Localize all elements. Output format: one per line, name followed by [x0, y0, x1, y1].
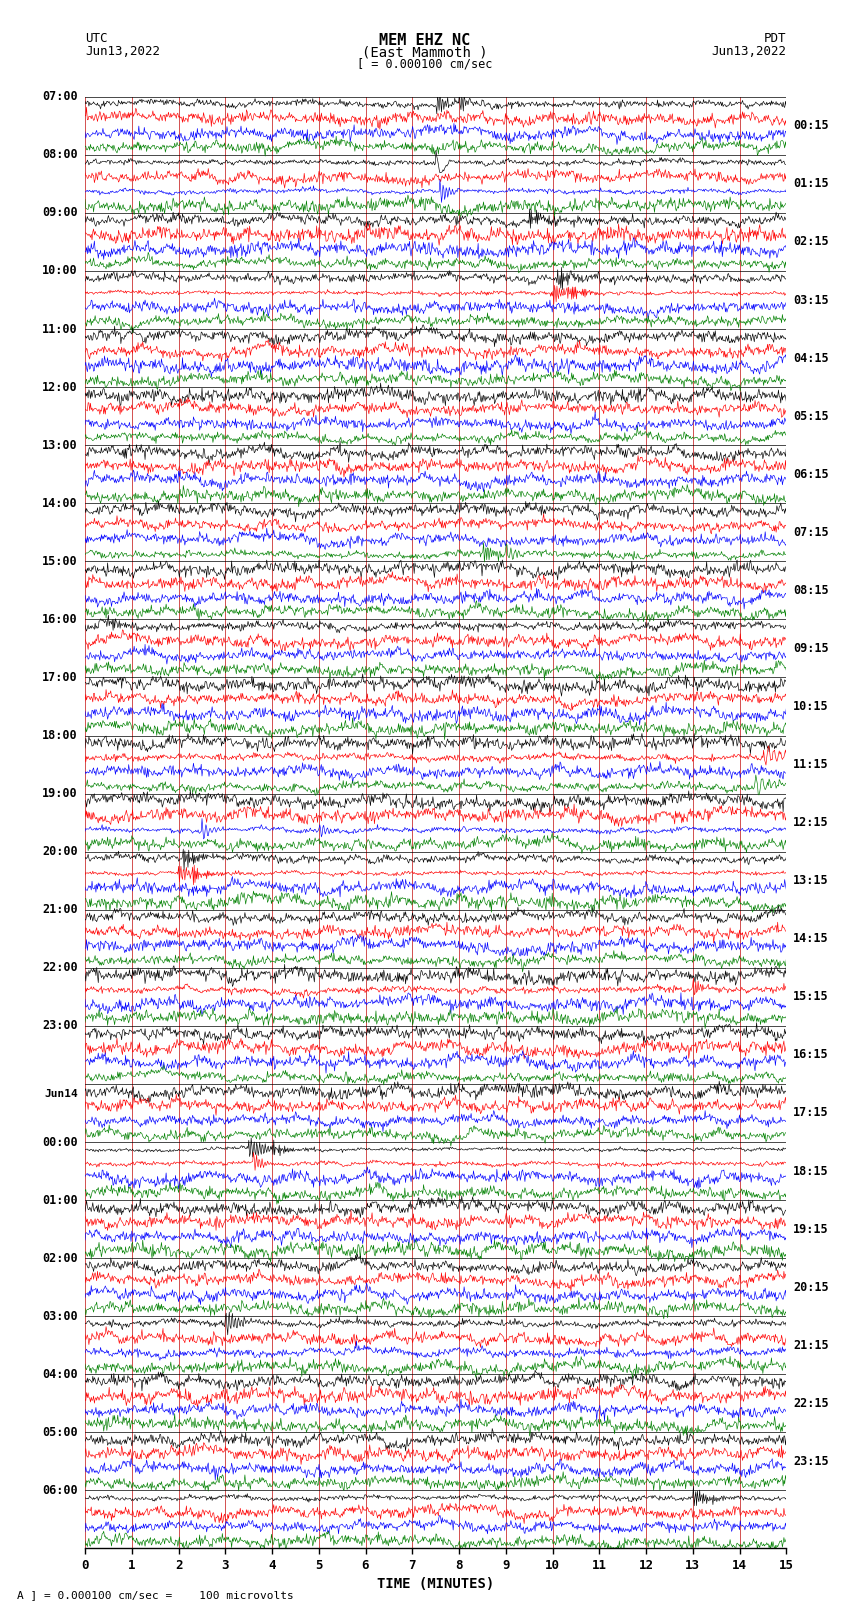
- Text: 12:15: 12:15: [793, 816, 829, 829]
- Text: Jun14: Jun14: [44, 1089, 78, 1098]
- Text: Jun13,2022: Jun13,2022: [711, 45, 786, 58]
- Text: 18:15: 18:15: [793, 1165, 829, 1177]
- Text: 11:15: 11:15: [793, 758, 829, 771]
- Text: 05:00: 05:00: [42, 1426, 78, 1439]
- Text: 18:00: 18:00: [42, 729, 78, 742]
- Text: 10:15: 10:15: [793, 700, 829, 713]
- Text: 15:00: 15:00: [42, 555, 78, 568]
- Text: 13:00: 13:00: [42, 439, 78, 452]
- Text: 04:00: 04:00: [42, 1368, 78, 1381]
- Text: 17:15: 17:15: [793, 1107, 829, 1119]
- Text: (East Mammoth ): (East Mammoth ): [362, 45, 488, 60]
- Text: 09:00: 09:00: [42, 206, 78, 219]
- Text: 20:00: 20:00: [42, 845, 78, 858]
- Text: 12:00: 12:00: [42, 381, 78, 394]
- Text: [ = 0.000100 cm/sec: [ = 0.000100 cm/sec: [357, 58, 493, 71]
- Text: 03:00: 03:00: [42, 1310, 78, 1323]
- Text: 04:15: 04:15: [793, 352, 829, 365]
- Text: 19:00: 19:00: [42, 787, 78, 800]
- Text: PDT: PDT: [764, 32, 786, 45]
- Text: 22:00: 22:00: [42, 961, 78, 974]
- Text: 08:00: 08:00: [42, 148, 78, 161]
- Text: 07:00: 07:00: [42, 90, 78, 103]
- Text: 14:00: 14:00: [42, 497, 78, 510]
- Text: 19:15: 19:15: [793, 1223, 829, 1236]
- Text: 20:15: 20:15: [793, 1281, 829, 1294]
- Text: 16:15: 16:15: [793, 1048, 829, 1061]
- Text: 11:00: 11:00: [42, 323, 78, 336]
- Text: 15:15: 15:15: [793, 990, 829, 1003]
- Text: 05:15: 05:15: [793, 410, 829, 423]
- Text: 14:15: 14:15: [793, 932, 829, 945]
- Text: MEM EHZ NC: MEM EHZ NC: [379, 34, 471, 48]
- Text: 21:00: 21:00: [42, 903, 78, 916]
- Text: 03:15: 03:15: [793, 294, 829, 306]
- Text: 00:00: 00:00: [42, 1136, 78, 1148]
- Text: 10:00: 10:00: [42, 265, 78, 277]
- Text: 02:15: 02:15: [793, 235, 829, 248]
- Text: 06:00: 06:00: [42, 1484, 78, 1497]
- Text: 00:15: 00:15: [793, 119, 829, 132]
- Text: 17:00: 17:00: [42, 671, 78, 684]
- Text: A ] = 0.000100 cm/sec =    100 microvolts: A ] = 0.000100 cm/sec = 100 microvolts: [17, 1590, 294, 1600]
- Text: Jun13,2022: Jun13,2022: [85, 45, 160, 58]
- Text: 07:15: 07:15: [793, 526, 829, 539]
- Text: 21:15: 21:15: [793, 1339, 829, 1352]
- Text: 09:15: 09:15: [793, 642, 829, 655]
- Text: 08:15: 08:15: [793, 584, 829, 597]
- Text: 01:15: 01:15: [793, 177, 829, 190]
- X-axis label: TIME (MINUTES): TIME (MINUTES): [377, 1578, 494, 1592]
- Text: UTC: UTC: [85, 32, 107, 45]
- Text: 01:00: 01:00: [42, 1194, 78, 1207]
- Text: 23:00: 23:00: [42, 1019, 78, 1032]
- Text: 02:00: 02:00: [42, 1252, 78, 1265]
- Text: 13:15: 13:15: [793, 874, 829, 887]
- Text: 06:15: 06:15: [793, 468, 829, 481]
- Text: 16:00: 16:00: [42, 613, 78, 626]
- Text: 23:15: 23:15: [793, 1455, 829, 1468]
- Text: 22:15: 22:15: [793, 1397, 829, 1410]
